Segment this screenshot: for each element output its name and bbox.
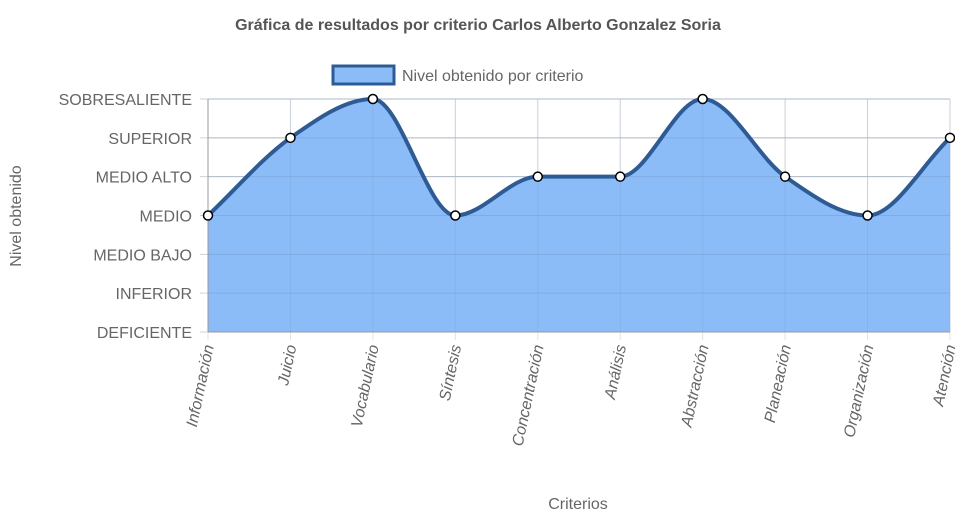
y-tick-label: MEDIO ALTO — [96, 170, 192, 187]
data-point[interactable] — [285, 132, 296, 144]
x-tick-label: Vocabulario — [349, 343, 383, 429]
data-point[interactable] — [367, 93, 379, 105]
x-tick-label: Síntesis — [437, 343, 465, 402]
legend-swatch — [331, 64, 396, 86]
x-tick-label: Juicio — [275, 343, 300, 388]
x-tick-label: Información — [184, 343, 218, 428]
data-point[interactable] — [614, 171, 626, 182]
x-tick-label: Abstracción — [678, 343, 712, 429]
y-tick-labels: DEFICIENTE INFERIOR MEDIO BAJO MEDIO MEDIO A… — [59, 92, 192, 342]
x-tick-label: Análisis — [602, 343, 630, 401]
data-point[interactable] — [697, 93, 708, 105]
y-tick-label: SUPERIOR — [108, 131, 192, 148]
data-point[interactable] — [944, 132, 955, 144]
data-point[interactable] — [779, 171, 791, 182]
x-tick-labels: Información Juicio Vocabulario Síntesis Conc… — [184, 343, 955, 448]
x-axis-label: Criterios — [548, 496, 608, 513]
y-tick-label: MEDIO BAJO — [93, 247, 192, 264]
legend[interactable]: Nivel obtenido por criterio — [331, 64, 584, 86]
x-tick-label: Organización — [841, 343, 877, 439]
chart-title: Gráfica de resultados por criterio Carlo… — [235, 17, 721, 34]
y-tick-label: SOBRESALIENTE — [59, 92, 192, 109]
x-tick-label: Planeación — [762, 343, 795, 424]
data-point[interactable] — [532, 171, 544, 182]
y-tick-label: INFERIOR — [116, 286, 192, 303]
points — [202, 93, 955, 221]
y-tick-label: MEDIO — [140, 209, 192, 226]
series-line — [206, 97, 952, 218]
x-tick-label: Concentración — [510, 343, 548, 448]
data-point[interactable] — [862, 210, 873, 221]
x-tick-label: Atención — [930, 343, 955, 409]
data-point[interactable] — [202, 210, 214, 221]
y-axis-label: Nivel obtenido — [8, 165, 25, 267]
y-tick-label: DEFICIENTE — [97, 325, 192, 342]
legend-label: Nivel obtenido por criterio — [402, 68, 584, 85]
area-layer — [206, 97, 952, 333]
data-point[interactable] — [450, 210, 461, 221]
